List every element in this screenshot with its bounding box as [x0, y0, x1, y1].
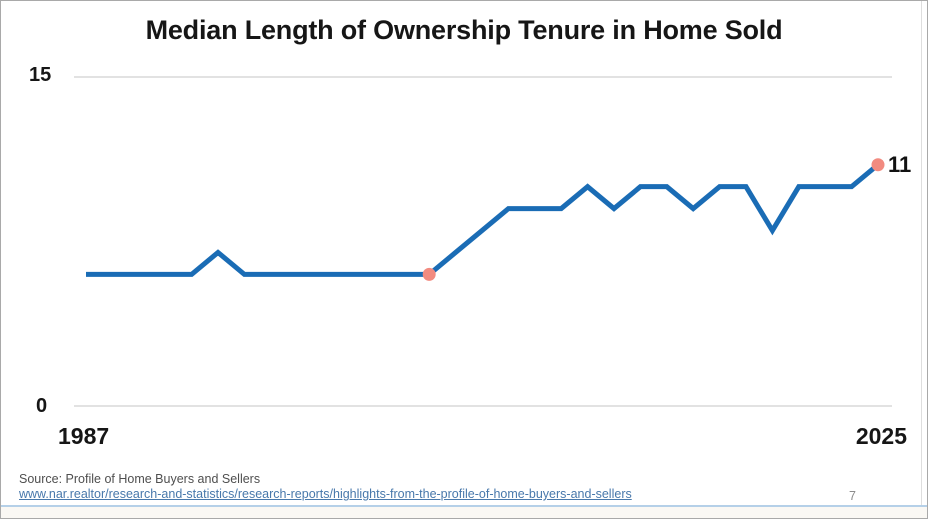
x-axis-start-label: 1987	[58, 423, 110, 449]
bottom-rule	[1, 505, 927, 507]
y-axis-bottom-tick: 0	[36, 395, 48, 417]
end-value-label: 11	[888, 151, 912, 177]
page-number: 7	[849, 489, 856, 503]
chart-title: Median Length of Ownership Tenure in Hom…	[145, 15, 783, 45]
x-axis-end-label: 2025	[855, 423, 907, 449]
highlight-dot-2025	[871, 158, 885, 172]
highlight-dot-2008	[422, 267, 436, 281]
source-text: Source: Profile of Home Buyers and Selle…	[19, 472, 261, 486]
tenure-polyline	[86, 162, 880, 277]
source-link[interactable]: www.nar.realtor/research-and-statistics/…	[19, 487, 632, 501]
bottom-strip	[1, 507, 927, 518]
y-axis-top-tick: 15	[29, 64, 52, 86]
source-block: Source: Profile of Home Buyers and Selle…	[19, 472, 632, 502]
right-edge-line	[921, 1, 922, 518]
